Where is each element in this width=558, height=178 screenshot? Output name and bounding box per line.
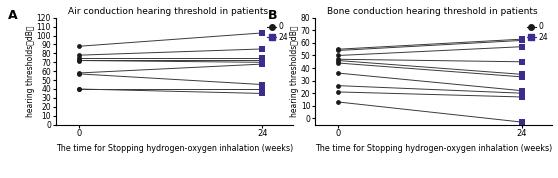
Point [334,54,343,57]
Point [74,54,83,57]
Point [517,60,526,63]
Text: B: B [268,9,277,22]
Point [517,121,526,124]
Point [517,73,526,76]
Point [334,62,343,64]
Point [74,56,83,59]
Point [517,92,526,95]
Point [334,49,343,52]
Point [258,63,267,66]
Point [334,101,343,103]
Point [74,59,83,62]
Point [258,56,267,59]
Point [74,72,83,74]
Point [334,58,343,61]
Point [74,45,83,48]
Point [74,58,83,61]
Point [258,88,267,90]
Point [517,38,526,41]
Point [258,48,267,50]
Point [258,58,267,61]
Point [334,48,343,51]
Y-axis label: hearing thresholds（dB）: hearing thresholds（dB） [290,25,299,117]
Point [334,59,343,62]
Point [517,96,526,98]
Point [517,39,526,42]
Text: Bone conduction hearing threshold in patients: Bone conduction hearing threshold in pat… [327,7,538,16]
Point [334,84,343,87]
Text: A: A [8,9,18,22]
Point [258,83,267,86]
Legend: 0, 24: 0, 24 [526,22,549,43]
Point [74,72,83,75]
Legend: 0, 24: 0, 24 [267,22,289,43]
Point [258,61,267,64]
Text: Air conduction hearing threshold in patients: Air conduction hearing threshold in pati… [68,7,268,16]
Point [74,88,83,90]
Point [258,32,267,34]
Y-axis label: hearing thresholds（dB）: hearing thresholds（dB） [26,25,35,117]
Point [334,90,343,93]
X-axis label: The time for Stopping hydrogen-oxygen inhalation (weeks): The time for Stopping hydrogen-oxygen in… [56,144,293,153]
X-axis label: The time for Stopping hydrogen-oxygen inhalation (weeks): The time for Stopping hydrogen-oxygen in… [315,144,552,153]
Point [74,88,83,90]
Point [334,72,343,75]
Point [517,89,526,92]
Point [517,45,526,48]
Point [517,75,526,78]
Point [258,92,267,95]
